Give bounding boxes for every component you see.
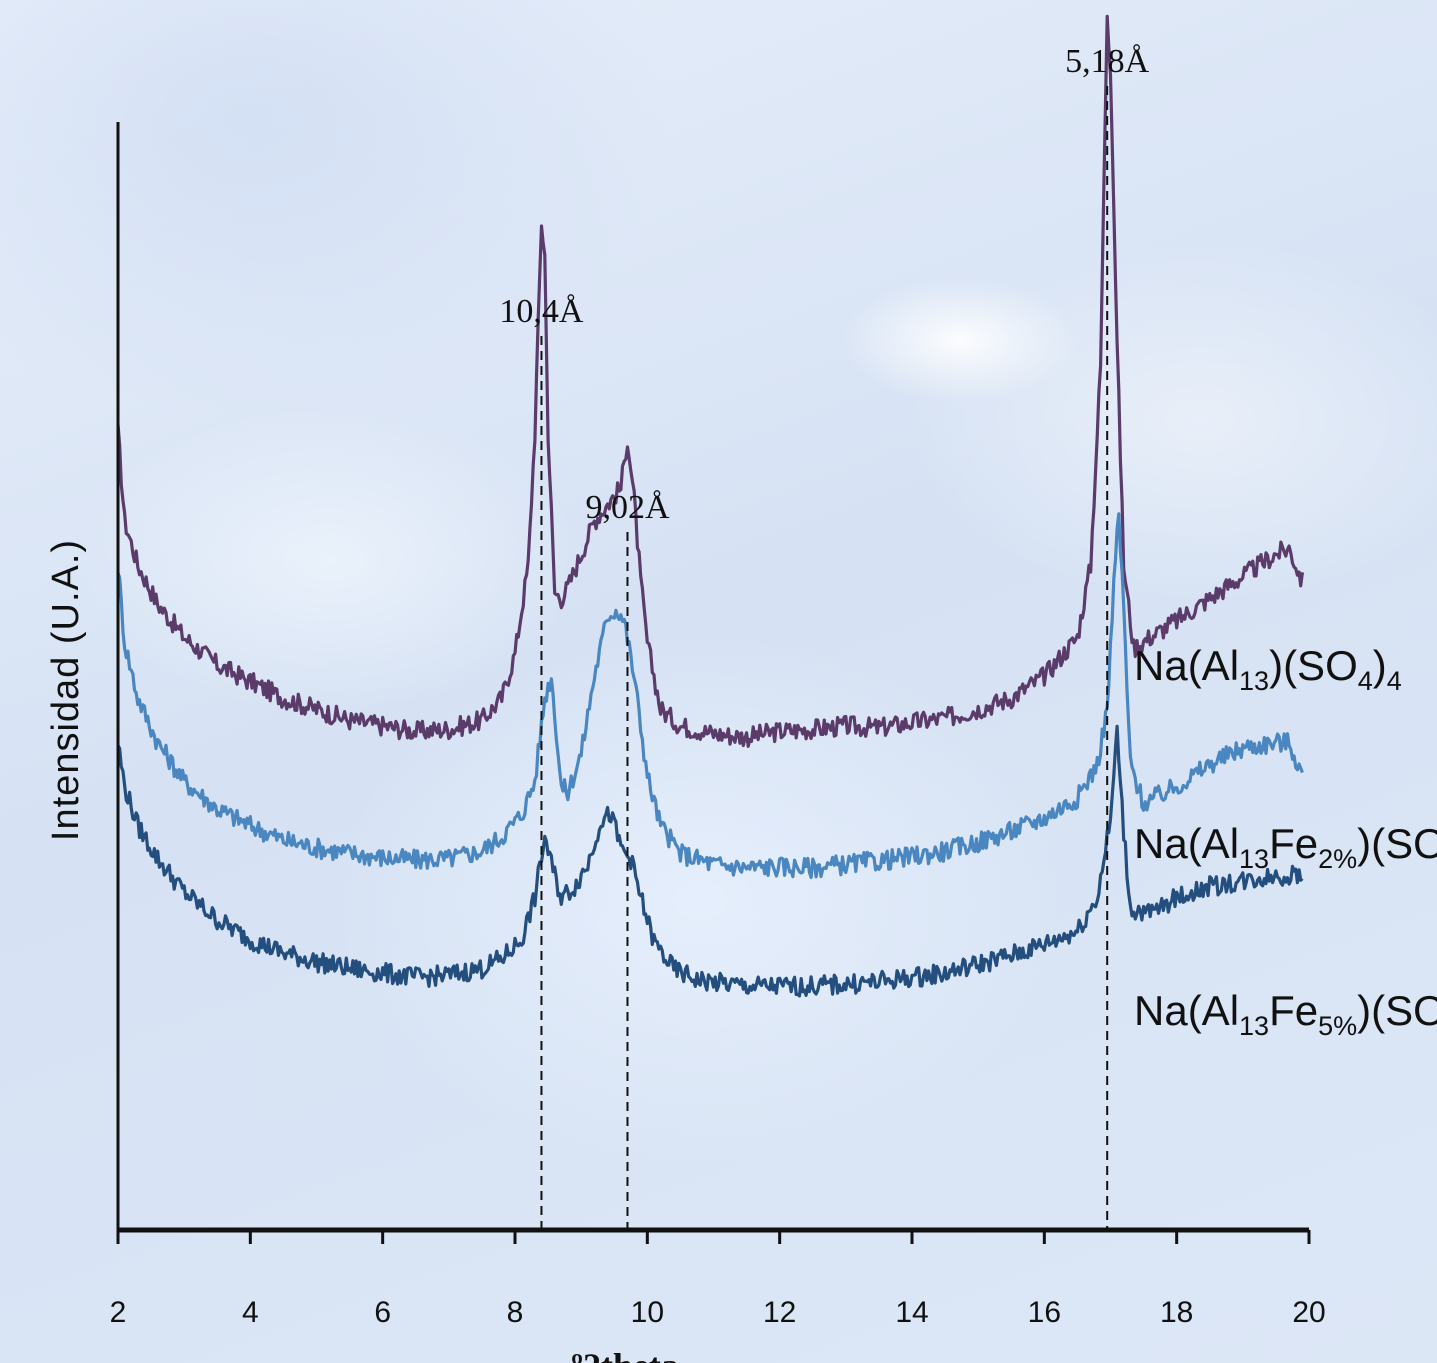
x-tick-label: 8 [507, 1296, 524, 1329]
x-tick-label: 10 [631, 1296, 664, 1329]
series-labels: Na(Al13)(SO4)4 Na(Al13Fe2%)(SO4)4 Na(Al13F… [1134, 642, 1437, 1041]
x-tick-label: 20 [1292, 1296, 1325, 1329]
x-tick-label: 2 [110, 1296, 127, 1329]
series-curves [116, 14, 1304, 998]
series-label: Na(Al13Fe5%)(SO4)4 [1134, 987, 1437, 1041]
series-line [116, 14, 1304, 748]
peak-annotation: 5,18Å [1065, 43, 1150, 80]
x-tick-label: 16 [1028, 1296, 1061, 1329]
series-line [116, 724, 1304, 998]
x-axis-title: º2theta [571, 1346, 679, 1363]
y-axis-title: Intensidad (U.A.) [45, 539, 87, 841]
x-ticks: 2 4 6 8 10 12 14 16 18 20 [110, 1230, 1326, 1329]
x-tick-label: 4 [242, 1296, 259, 1329]
x-tick-label: 14 [895, 1296, 928, 1329]
reference-lines [540, 86, 1109, 1228]
x-tick-label: 6 [374, 1296, 391, 1329]
chart-axes [116, 122, 1309, 1233]
peak-annotation: 9,02Å [585, 489, 670, 526]
x-tick-label: 12 [763, 1296, 796, 1329]
x-tick-label: 18 [1160, 1296, 1193, 1329]
peak-annotation: 10,4Å [499, 293, 584, 330]
peak-annotations: 10,4Å 9,02Å 5,18Å [499, 43, 1149, 526]
series-label: Na(Al13)(SO4)4 [1134, 642, 1402, 696]
series-label: Na(Al13Fe2%)(SO4)4 [1134, 820, 1437, 874]
series-line [116, 512, 1304, 880]
